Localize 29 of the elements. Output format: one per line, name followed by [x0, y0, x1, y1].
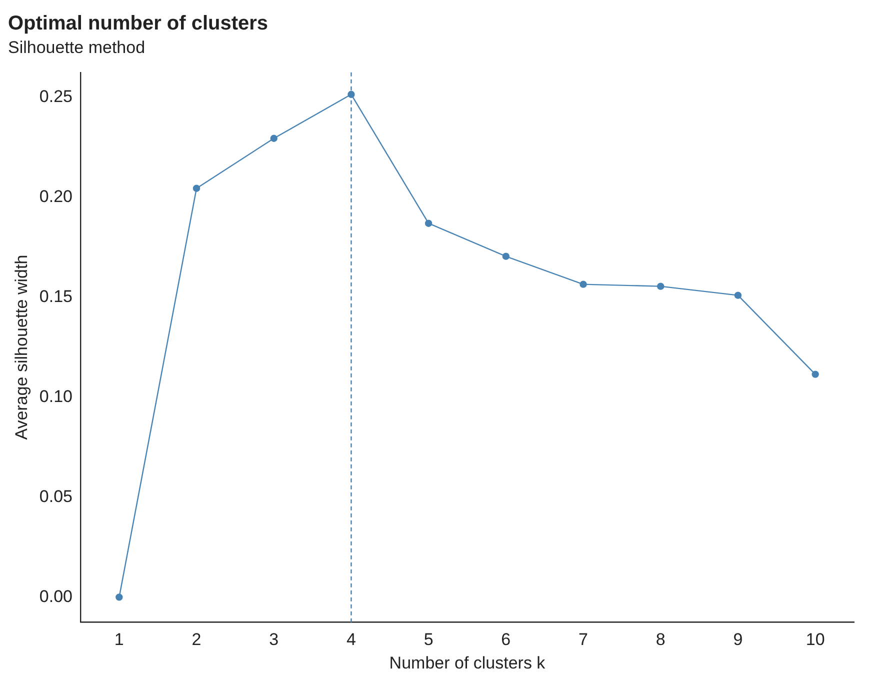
point — [812, 370, 819, 378]
y-tick-label: 0.00 — [39, 586, 72, 606]
y-tick-label: 0.25 — [39, 87, 72, 106]
x-tick-label: 2 — [192, 630, 202, 650]
x-tick-label: 10 — [806, 630, 825, 650]
point — [116, 594, 123, 601]
chart-subtitle: Silhouette method — [8, 38, 146, 57]
x-tick-label: 7 — [578, 630, 588, 650]
x-tick-label: 6 — [501, 630, 511, 650]
point — [424, 220, 432, 227]
x-tick-label: 4 — [346, 630, 356, 650]
x-tick-label: 1 — [114, 630, 124, 650]
chart-title: Optimal number of clusters — [8, 12, 268, 35]
y-axis-title: Average silhouette width — [12, 254, 31, 440]
x-tick-label: 5 — [424, 630, 434, 650]
y-tick-label: 0.10 — [39, 386, 72, 406]
y-tick-label: 0.05 — [39, 486, 72, 506]
x-tick-label: 8 — [656, 630, 666, 650]
x-tick-label: 9 — [733, 630, 743, 650]
point — [502, 252, 510, 260]
x-tick-label: 3 — [269, 630, 279, 650]
point — [192, 184, 200, 192]
point — [580, 280, 587, 288]
x-axis-title: Number of clusters k — [389, 653, 546, 672]
point — [270, 134, 278, 142]
y-tick-label: 0.20 — [39, 187, 72, 206]
point — [657, 282, 664, 290]
point — [734, 292, 742, 299]
y-tick-label: 0.15 — [39, 287, 72, 306]
